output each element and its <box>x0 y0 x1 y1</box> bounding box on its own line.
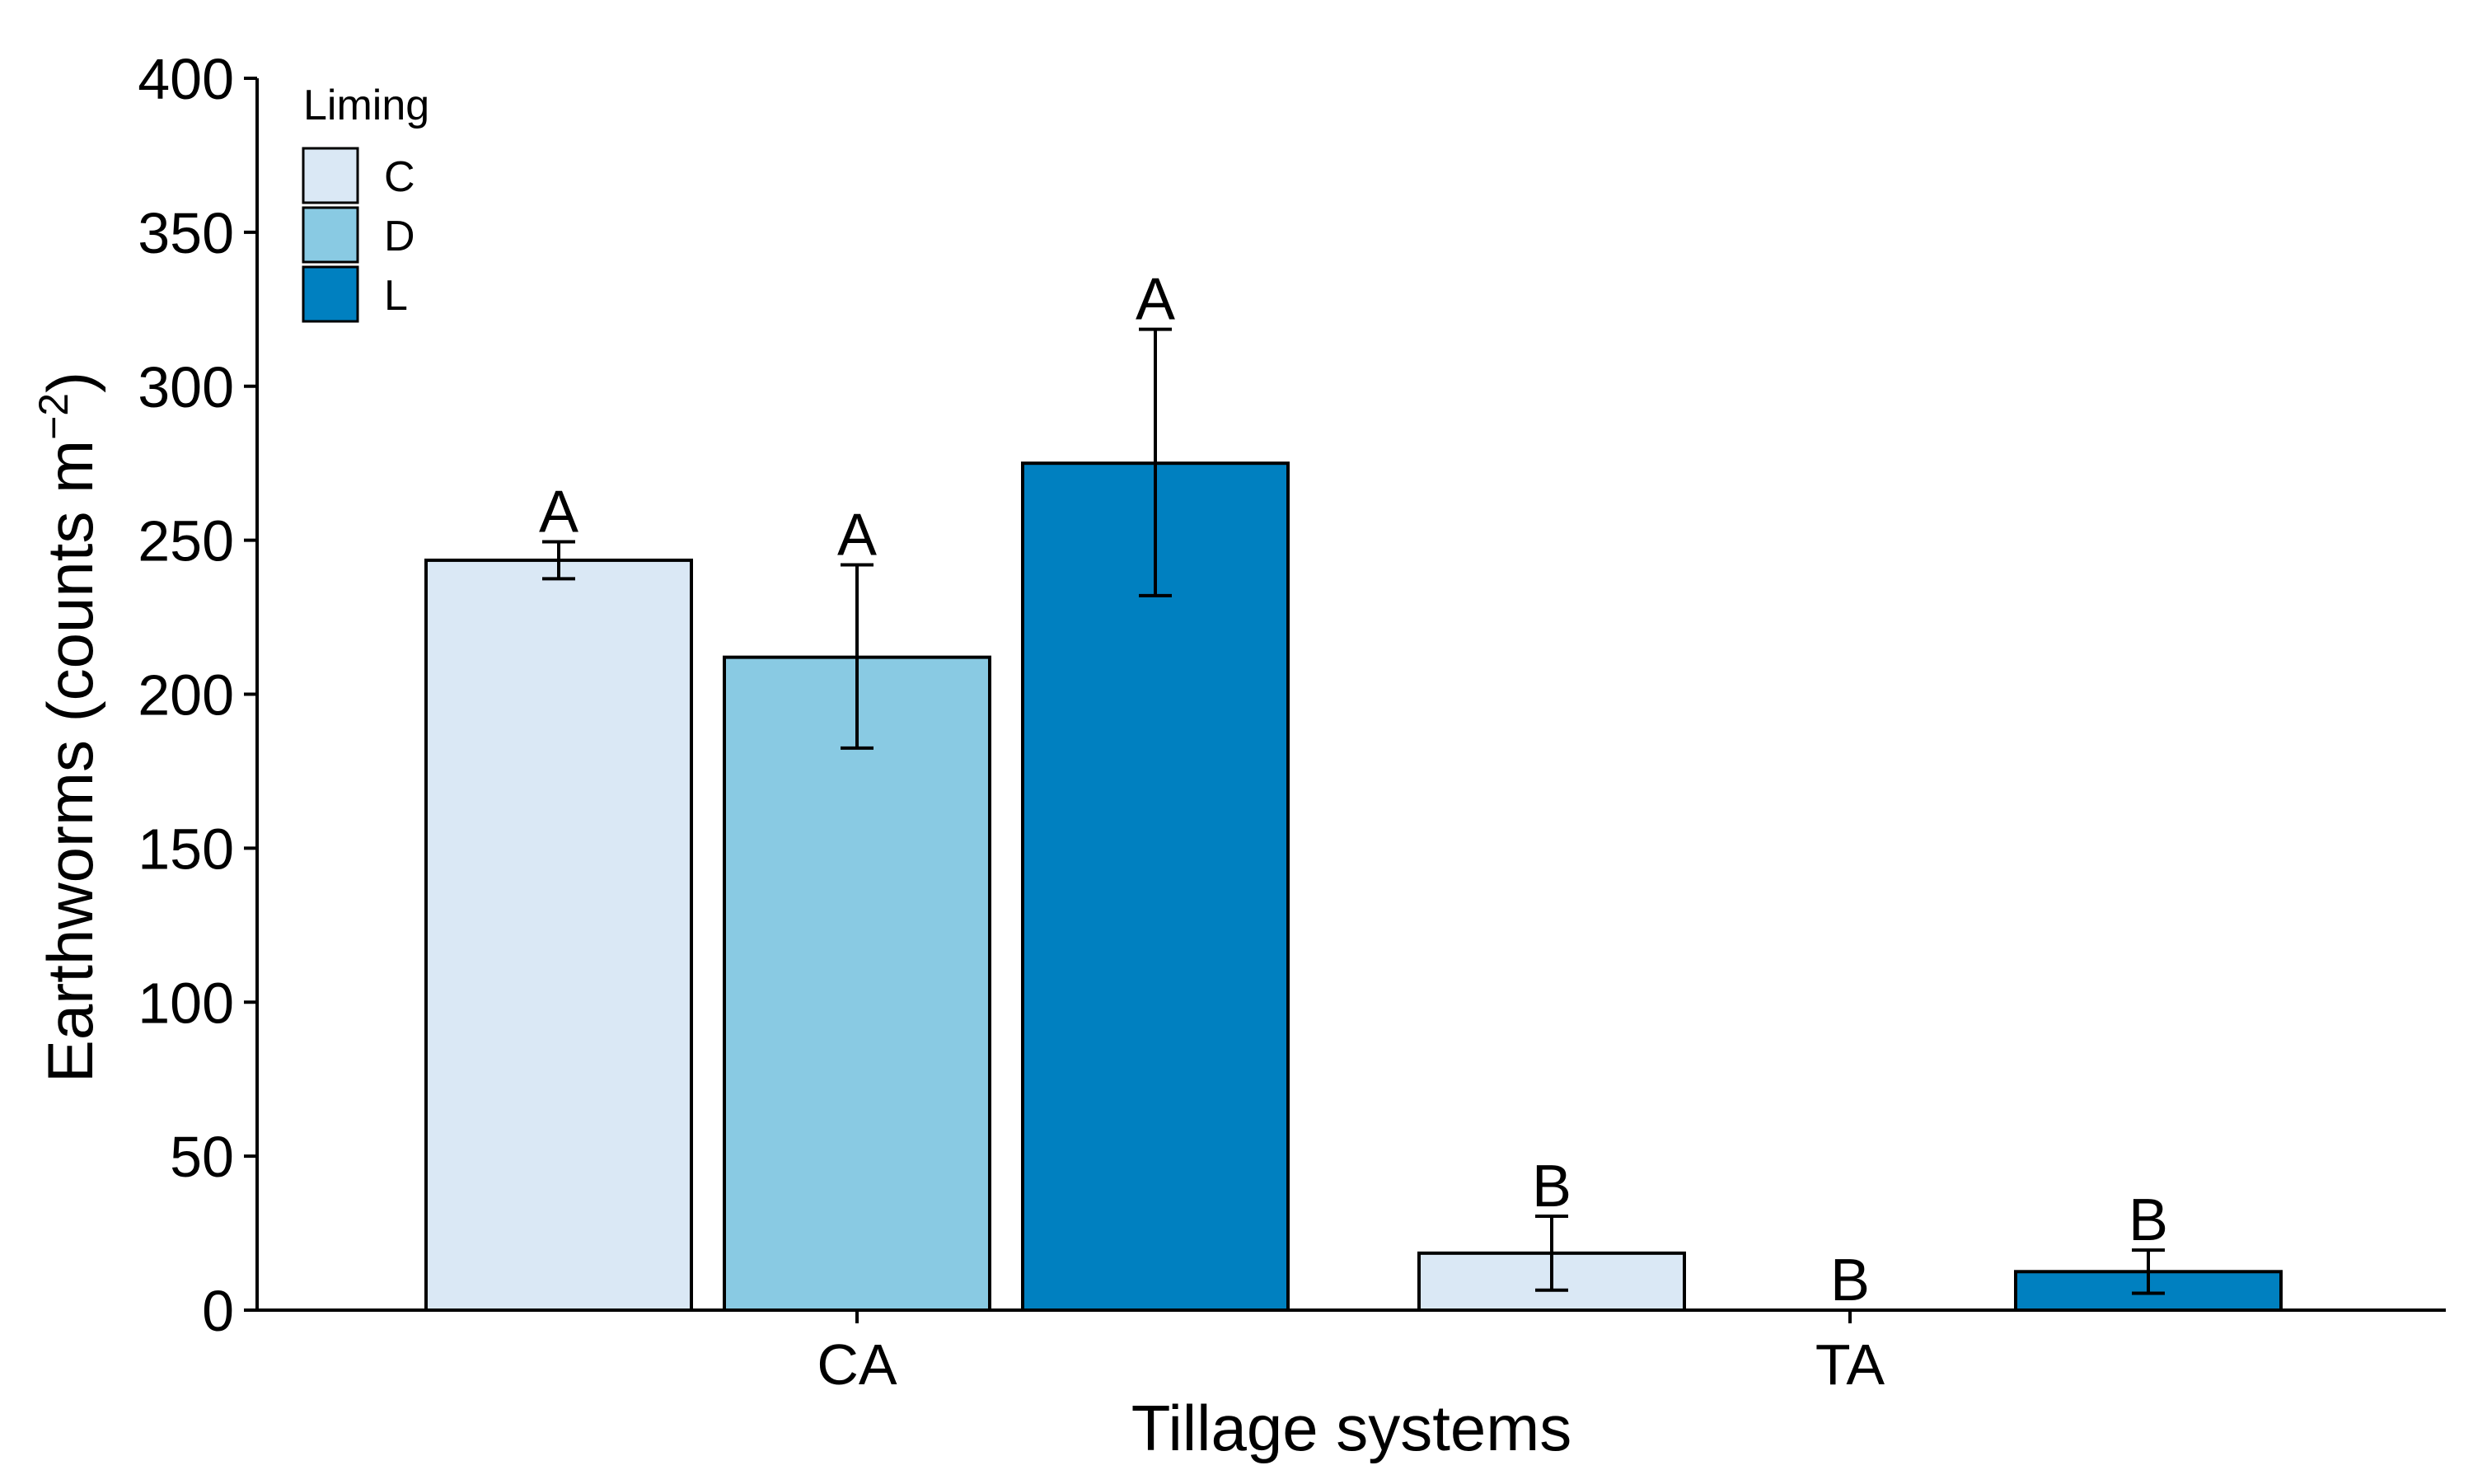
bar-ca-c <box>424 558 693 1312</box>
sig-letter-ca-c: A <box>539 479 578 545</box>
sig-letter-ca-l: A <box>1136 267 1175 333</box>
bar-ca-l <box>1021 461 1290 1312</box>
significance-letters: A A A B B B <box>539 267 2168 1313</box>
legend-swatch <box>302 147 359 204</box>
x-tick-label-ta: TA <box>1815 1332 1885 1397</box>
legend-entry-d: D <box>302 206 415 264</box>
sig-letter-ca-d: A <box>837 503 877 569</box>
y-tick-label: 150 <box>138 817 234 881</box>
y-tick-label: 400 <box>138 47 234 111</box>
y-tick-label: 250 <box>138 509 234 573</box>
bar-ca-d <box>723 655 991 1312</box>
legend-label: D <box>384 213 415 260</box>
error-bar-ca-l <box>1139 327 1172 597</box>
x-tick-label-ca: CA <box>817 1332 897 1397</box>
y-tick-label: 0 <box>202 1279 234 1343</box>
y-tick-label: 100 <box>138 971 234 1035</box>
error-bars <box>542 327 2165 1295</box>
y-axis-title-main: Earthworms (counts m <box>34 440 106 1083</box>
y-axis-title-superscript: −2 <box>30 393 77 440</box>
y-tick-label: 200 <box>138 663 234 728</box>
legend-swatch <box>302 265 359 323</box>
error-bar-ca-d <box>841 563 874 750</box>
legend-title: Liming <box>303 82 429 129</box>
y-axis-title-close: ) <box>34 372 106 393</box>
error-bar-ca-c <box>542 540 575 581</box>
sig-letter-ta-d: B <box>1830 1248 1870 1313</box>
error-bar-ta-c <box>1535 1215 1568 1292</box>
legend: Liming CDL <box>302 82 429 323</box>
y-axis-title: Earthworms (counts m−2) <box>30 372 106 1083</box>
y-tick-label: 300 <box>138 355 234 419</box>
legend-entry-c: C <box>302 147 415 204</box>
y-tick-label: 50 <box>170 1125 234 1189</box>
legend-entry-l: L <box>302 265 408 323</box>
y-axis-ticks: 0 50 100 150 200 250 300 350 400 <box>138 47 257 1343</box>
bars <box>424 461 2283 1312</box>
sig-letter-ta-l: B <box>2129 1187 2168 1253</box>
x-axis-ticks: CA TA <box>817 1310 1885 1397</box>
error-bar-ta-l <box>2132 1248 2165 1295</box>
legend-label: C <box>384 153 415 201</box>
legend-label: L <box>384 272 408 320</box>
sig-letter-ta-c: B <box>1532 1154 1571 1220</box>
legend-swatch <box>302 206 359 264</box>
x-axis-title: Tillage systems <box>1131 1392 1572 1464</box>
y-tick-label: 350 <box>138 201 234 265</box>
